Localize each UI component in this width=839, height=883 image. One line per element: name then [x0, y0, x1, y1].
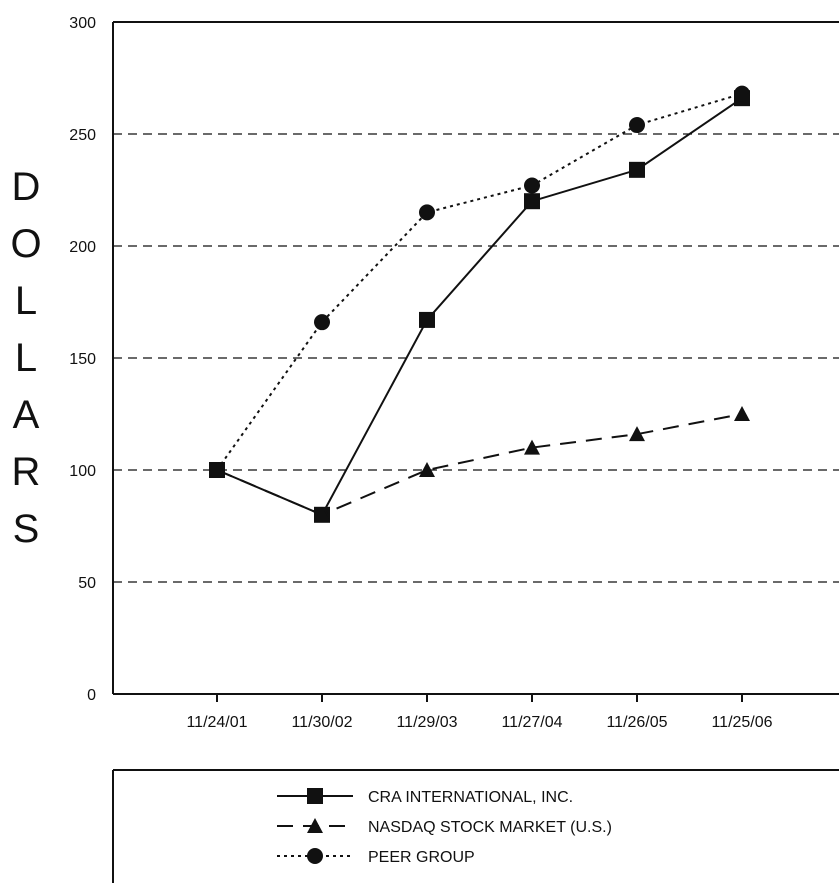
- series-line: [216, 413, 743, 516]
- y-tick-label: 0: [87, 687, 96, 704]
- data-point-triangle: [419, 462, 435, 477]
- data-point-circle: [419, 204, 435, 221]
- data-point-triangle: [314, 506, 330, 522]
- y-tick-label: 150: [69, 351, 96, 368]
- series-square: [209, 90, 750, 523]
- x-tick-label: 11/30/02: [291, 714, 352, 731]
- data-point-circle: [524, 177, 540, 194]
- series-line: [216, 92, 743, 471]
- legend-label: NASDAQ STOCK MARKET (U.S.): [368, 819, 612, 836]
- x-tick-label: 11/26/05: [606, 714, 667, 731]
- data-point-circle: [209, 462, 225, 478]
- y-tick-label: 250: [69, 127, 96, 144]
- data-point-circle: [734, 85, 750, 102]
- y-tick-labels: 0 50 100 150 200 250 300: [69, 15, 96, 704]
- legend: CRA INTERNATIONAL, INC. NASDAQ STOCK MARK…: [112, 769, 839, 883]
- y-axis-title-letter: O: [10, 222, 41, 266]
- x-tick-label: 11/27/04: [501, 714, 562, 731]
- y-axis-title-letter: A: [13, 393, 40, 437]
- y-axis-title-letter: D: [12, 165, 41, 209]
- x-tick-label: 11/24/01: [186, 714, 247, 731]
- y-tick-label: 50: [78, 575, 96, 592]
- y-axis-title-letter: R: [12, 450, 41, 494]
- data-point-triangle: [629, 426, 645, 442]
- series-lines: [209, 85, 750, 523]
- series-triangle: [209, 406, 750, 522]
- grid-lines: [113, 133, 839, 583]
- legend-swatch-marker: [307, 818, 323, 833]
- series-circle: [209, 85, 750, 478]
- legend-item: NASDAQ STOCK MARKET (U.S.): [277, 818, 612, 836]
- x-tick-label: 11/29/03: [396, 714, 457, 731]
- y-axis-title-letter: L: [15, 279, 37, 323]
- y-axis-title-letter: S: [13, 507, 40, 551]
- y-tick-label: 200: [69, 239, 96, 256]
- x-tick-label: 11/25/06: [711, 714, 772, 731]
- legend-item: PEER GROUP: [277, 848, 475, 866]
- y-tick-label: 300: [69, 15, 96, 32]
- data-point-triangle: [524, 439, 540, 455]
- legend-label: CRA INTERNATIONAL, INC.: [368, 789, 573, 806]
- y-tick-label: 100: [69, 463, 96, 480]
- legend-swatch-marker: [307, 788, 323, 804]
- data-point-circle: [629, 117, 645, 134]
- y-axis-title-letter: L: [15, 336, 37, 380]
- data-point-square: [419, 311, 435, 328]
- x-tick-labels: 11/24/01 11/30/02 11/29/03 11/27/04 11/26/05…: [186, 694, 773, 731]
- legend-swatch-marker: [307, 848, 323, 864]
- series-line: [216, 97, 743, 517]
- data-point-circle: [314, 314, 330, 331]
- data-point-triangle: [734, 406, 750, 421]
- legend-item: CRA INTERNATIONAL, INC.: [277, 788, 573, 806]
- legend-label: PEER GROUP: [368, 849, 475, 866]
- data-point-square: [629, 161, 645, 178]
- data-point-square: [524, 193, 540, 210]
